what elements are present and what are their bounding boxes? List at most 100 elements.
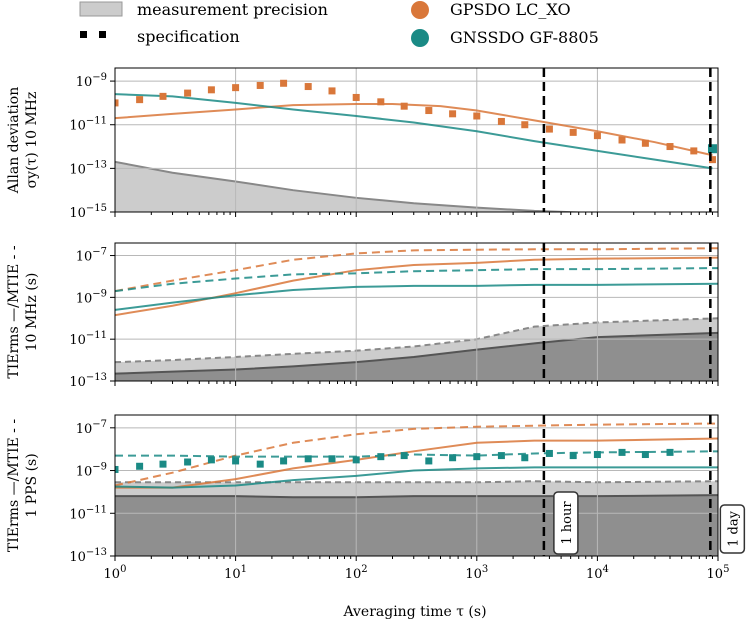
y-axis-label-line: TIErms —/MTIE - - (6, 419, 22, 552)
gpsdo-dashed-line (115, 247, 718, 293)
spec-dot (352, 93, 360, 101)
spec-dot (304, 83, 312, 91)
x-tick-label: 105 (707, 564, 730, 582)
precision-area (115, 161, 718, 212)
spec-dot (136, 462, 144, 470)
spec-dot (708, 156, 716, 164)
spec-dot (521, 454, 529, 462)
gnss-solid-line (115, 93, 713, 170)
gnss-solid-line (115, 282, 718, 311)
spec-dot (256, 81, 264, 89)
spec-dot (400, 102, 408, 110)
x-axis-label: Averaging time τ (s) (342, 604, 486, 620)
spec-dot (280, 457, 288, 465)
precision-area (115, 495, 718, 556)
gpsdo-solid-line (115, 103, 713, 157)
y-axis-label: Allan deviation σy(τ) 10 MHz (6, 87, 40, 194)
spec-dot (425, 457, 433, 465)
y-tick-label: 10−13 (69, 547, 107, 565)
spec-dot (449, 110, 457, 118)
spec-dot (159, 460, 167, 468)
y-tick-label: 10−11 (69, 330, 107, 348)
spec-dot (232, 84, 240, 92)
y-axis-label-line: 1 PPS (s) (24, 453, 40, 517)
y-axis-label: TIErms —/MTIE - -10 MHz (s) (6, 245, 40, 378)
axes-frame (114, 414, 719, 557)
spec-dot (521, 121, 529, 129)
spec-dot (328, 455, 336, 463)
spec-dot (707, 144, 717, 154)
spec-dot (593, 132, 601, 140)
spec-dot (136, 96, 144, 104)
spec-dot (593, 451, 601, 459)
spec-dot (377, 453, 385, 461)
gnss-dashed-line (115, 267, 718, 293)
spec-dot (280, 79, 288, 87)
panel-adev: 10−9 10−11 10−13 10−15 Allan deviation σy(τ) … (6, 67, 719, 221)
spec-dot (449, 454, 457, 462)
spec-dot (115, 465, 119, 473)
y-tick-label: 10−15 (69, 203, 107, 221)
spec-dot (545, 125, 553, 133)
legend-gnss-label: GNSSDO GF-8805 (450, 28, 599, 47)
legend: measurement precision specification GPSD… (79, 0, 599, 47)
panel-tie1pps: 100 101 102 103 104 105 10−7 10−9 10−11 10−13 TIEr… (6, 414, 746, 582)
y-tick-label: 10−11 (69, 504, 107, 522)
spec-dot (473, 112, 481, 120)
legend-spec-label: specification (137, 27, 240, 46)
spec-dot (641, 139, 649, 147)
y-tick-label: 10−13 (69, 159, 107, 177)
gpsdo-dashed-line (115, 422, 718, 487)
marker-label-text: 1 hour (560, 501, 575, 545)
gnss-dashed-line (115, 450, 718, 458)
y-axis-label-line: 10 MHz (s) (24, 273, 40, 352)
precision-edge (115, 160, 595, 212)
spec-dot (304, 455, 312, 463)
spec-dot (184, 89, 192, 97)
plot-area (115, 243, 718, 381)
spec-dot (256, 460, 264, 468)
x-tick-label: 104 (586, 564, 609, 582)
axes-frame (114, 242, 719, 382)
precision-edge (115, 480, 718, 484)
precision-edge (115, 317, 718, 364)
legend-precision-label: measurement precision (137, 0, 328, 19)
y-axis-label-line: TIErms —/MTIE - - (6, 245, 22, 378)
spec-dot (352, 456, 360, 464)
spec-dot (115, 99, 119, 107)
marker-label: 1 day (719, 504, 746, 554)
y-tick-label: 10−7 (76, 247, 107, 265)
spec-dot (473, 453, 481, 461)
spec-dot (207, 86, 215, 94)
marker-label: 1 hour (553, 491, 579, 555)
marker-label-box (553, 491, 579, 555)
spec-dot (400, 452, 408, 460)
spec-dot (690, 147, 698, 155)
y-tick-label: 10−11 (69, 116, 107, 134)
y-tick-label: 10−9 (76, 72, 107, 90)
y-tick-label: 10−9 (76, 462, 107, 480)
spec-dot (618, 136, 626, 144)
spec-dot (232, 457, 240, 465)
spec-dot (618, 448, 626, 456)
x-tick-label: 103 (465, 564, 488, 582)
y-axis-label: TIErms —/MTIE - -1 PPS (s) (6, 419, 40, 552)
axes-frame (114, 67, 719, 213)
y-tick-label: 10−9 (76, 288, 107, 306)
y-axis-label-line: Allan deviation (6, 87, 22, 194)
spec-dot (545, 449, 553, 457)
y-tick-label: 10−13 (69, 372, 107, 390)
precision-edge (115, 331, 718, 375)
plot-area (115, 415, 718, 556)
spec-dot (184, 458, 192, 466)
x-tick-label: 101 (224, 564, 247, 582)
legend-precision-swatch (79, 1, 123, 17)
spec-dot (159, 92, 167, 100)
marker-label-text: 1 day (726, 510, 741, 546)
spec-dot (328, 87, 336, 95)
legend-gnss-marker (411, 29, 429, 47)
y-axis-label-line: σy(τ) 10 MHz (24, 92, 40, 189)
spec-dot (641, 451, 649, 459)
x-tick-label: 100 (104, 564, 127, 582)
